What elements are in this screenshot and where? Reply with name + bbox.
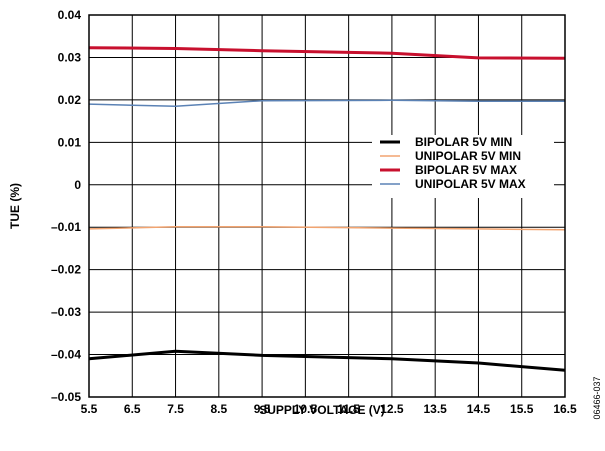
x-tick-label: 12.5 xyxy=(380,402,404,416)
figure-code: 06466-037 xyxy=(592,376,602,419)
legend-entry-label: UNIPOLAR 5V MIN xyxy=(415,149,521,163)
plot-area-border xyxy=(88,14,566,398)
y-tick-label: 0.04 xyxy=(58,8,82,22)
series-line-bipolar-5v-max xyxy=(88,46,566,60)
y-tick-label: –0.03 xyxy=(51,305,81,319)
y-tick-label: 0.01 xyxy=(58,135,82,149)
x-tick-label: 5.5 xyxy=(81,402,98,416)
legend-entry-label: UNIPOLAR 5V MAX xyxy=(415,177,526,191)
y-tick-label: 0.02 xyxy=(58,93,82,107)
data-series xyxy=(88,46,566,372)
x-tick-label: 13.5 xyxy=(424,402,448,416)
y-axis-tick-labels: 0.04 0.03 0.02 0.01 0 –0.01 –0.02 –0.03 –0.04 –0.… xyxy=(51,8,81,404)
legend-entry-label: BIPOLAR 5V MIN xyxy=(415,135,512,149)
y-tick-label: –0.04 xyxy=(51,348,81,362)
x-tick-label: 9.5 xyxy=(254,402,271,416)
grid xyxy=(88,14,566,398)
x-axis-label: SUPPLY VOLTAGE (V) xyxy=(259,403,385,417)
y-tick-label: –0.02 xyxy=(51,263,81,277)
series-line-bipolar-5v-min xyxy=(88,349,566,372)
x-tick-label: 8.5 xyxy=(210,402,227,416)
y-tick-label: –0.01 xyxy=(51,220,81,234)
series-line-unipolar-5v-max xyxy=(88,99,565,108)
x-tick-label: 15.5 xyxy=(510,402,534,416)
x-tick-label: 6.5 xyxy=(124,402,141,416)
legend-background xyxy=(372,135,554,198)
y-tick-label: –0.05 xyxy=(51,390,81,404)
x-tick-label: 14.5 xyxy=(467,402,491,416)
x-tick-label: 7.5 xyxy=(167,402,184,416)
y-tick-label: 0.03 xyxy=(58,50,82,64)
x-tick-label: 16.5 xyxy=(553,402,577,416)
legend-entry-label: BIPOLAR 5V MAX xyxy=(415,163,517,177)
x-axis-tick-labels: 5.5 6.5 7.5 8.5 9.5 10.5 11.5 12.5 13.5 14.5 15.5 1… xyxy=(81,402,577,416)
y-axis-label: TUE (%) xyxy=(8,183,22,229)
series-line-unipolar-5v-min xyxy=(88,226,566,231)
x-tick-label: 10.5 xyxy=(294,402,318,416)
y-tick-label: 0 xyxy=(74,178,81,192)
x-tick-label: 11.5 xyxy=(337,402,360,416)
